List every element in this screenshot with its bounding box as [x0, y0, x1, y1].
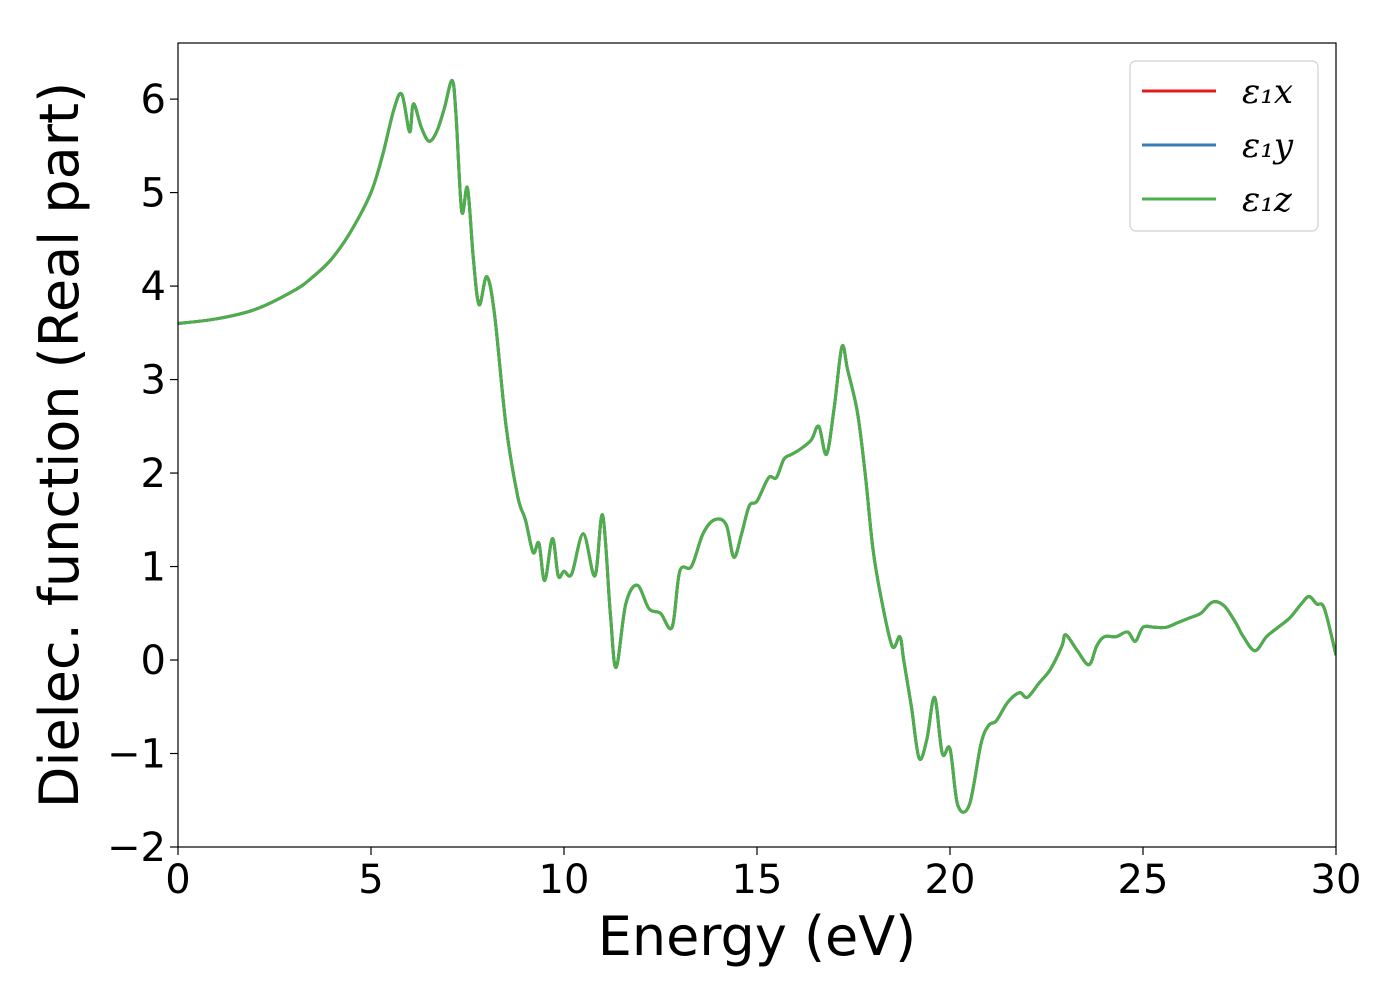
x-tick-label: 10 [539, 857, 590, 903]
legend-box [1129, 60, 1319, 232]
x-axis-title: Energy (eV) [598, 905, 917, 968]
y-tick-label: 6 [141, 77, 166, 123]
x-tick-label: 30 [1311, 857, 1362, 903]
y-tick-label: 5 [141, 171, 166, 217]
x-tick-label: 0 [165, 857, 190, 903]
x-tick-label: 5 [358, 857, 383, 903]
x-tick-label: 15 [732, 857, 783, 903]
legend-label-3: ε₁z [1242, 180, 1293, 220]
y-tick-label: −1 [107, 732, 166, 778]
series-layer [178, 78, 1336, 814]
y-tick-label: 0 [141, 638, 166, 684]
y-tick-label: 4 [141, 264, 166, 310]
y-axis-title: Dielec. function (Real part) [28, 82, 91, 808]
x-tick-label: 25 [1118, 857, 1169, 903]
legend-label-2: ε₁y [1242, 126, 1294, 166]
y-tick-label: 1 [141, 545, 166, 591]
legend-label-1: ε₁x [1242, 72, 1293, 112]
series-line-3 [178, 78, 1336, 814]
y-tick-label: 2 [141, 451, 166, 497]
ticks-layer: 0 5 10 15 20 25 30 −2 −1 0 1 2 3 4 5 6 [107, 77, 1361, 903]
legend: ε₁x ε₁y ε₁z [1129, 60, 1319, 232]
y-tick-label: −2 [107, 825, 166, 871]
y-tick-label: 3 [141, 358, 166, 404]
x-tick-label: 20 [925, 857, 976, 903]
